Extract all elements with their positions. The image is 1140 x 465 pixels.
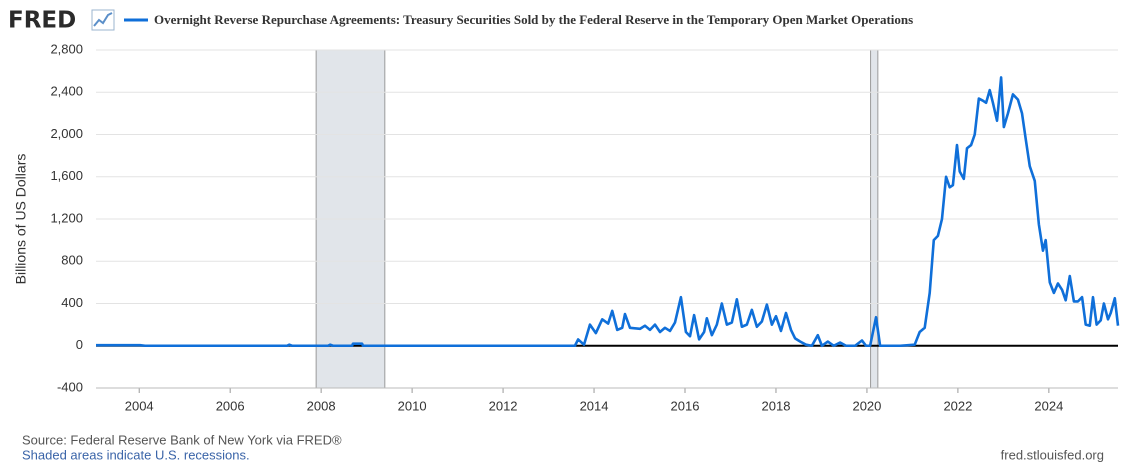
- x-tick-label: 2018: [762, 398, 791, 413]
- x-tick-label: 2024: [1034, 398, 1063, 413]
- source-note: Source: Federal Reserve Bank of New York…: [22, 432, 342, 447]
- y-tick-label: 2,800: [50, 41, 83, 56]
- recession-note: Shaded areas indicate U.S. recessions.: [22, 447, 250, 462]
- y-tick-label: 1,600: [50, 168, 83, 183]
- y-tick-label: 1,200: [50, 210, 83, 225]
- brand-logo: FRED: [8, 8, 76, 34]
- site-url: fred.stlouisfed.org: [1001, 447, 1104, 462]
- x-tick-label: 2020: [852, 398, 881, 413]
- x-tick-label: 2022: [943, 398, 972, 413]
- x-tick-label: 2014: [580, 398, 609, 413]
- x-tick-label: 2006: [216, 398, 245, 413]
- x-tick-label: 2008: [307, 398, 336, 413]
- x-tick-label: 2016: [671, 398, 700, 413]
- y-tick-label: 0: [76, 337, 83, 352]
- brand-icon: [91, 9, 115, 31]
- y-tick-label: 2,400: [50, 84, 83, 99]
- x-tick-label: 2004: [125, 398, 154, 413]
- y-tick-label: 400: [61, 295, 83, 310]
- legend-label: Overnight Reverse Repurchase Agreements:…: [154, 12, 913, 27]
- y-tick-label: 800: [61, 253, 83, 268]
- x-tick-label: 2010: [398, 398, 427, 413]
- series-line: [96, 76, 1120, 348]
- y-tick-label: 2,000: [50, 126, 83, 141]
- x-tick-label: 2012: [489, 398, 518, 413]
- y-axis-label: Billions of US Dollars: [13, 154, 29, 285]
- y-tick-label: -400: [57, 379, 83, 394]
